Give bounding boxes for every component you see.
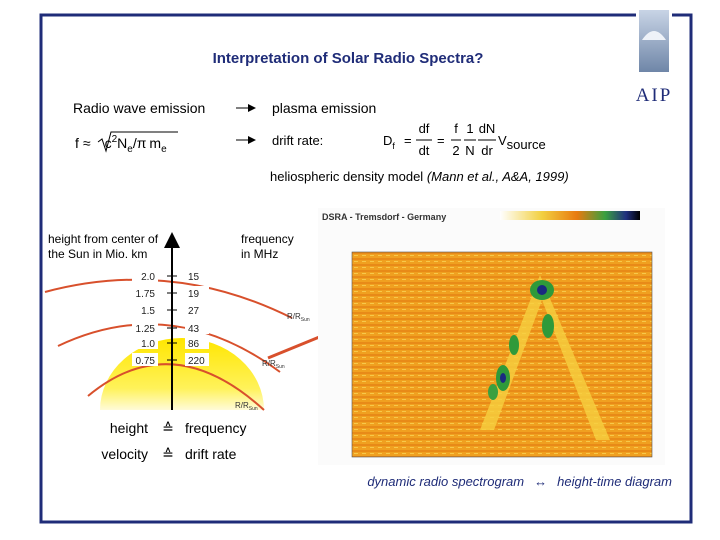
height-value: 1.0 — [141, 339, 155, 350]
height-arc — [57, 323, 281, 373]
height-value: 1.75 — [136, 289, 156, 300]
scale-rows: 2.0 15 1.75 19 1.5 27 1.25 43 1.0 86 0.75 220 — [132, 269, 209, 367]
frequency-value: 15 — [188, 272, 200, 283]
radius-text: R/R — [262, 359, 276, 368]
height-value: 1.5 — [141, 306, 155, 317]
burst-core — [537, 285, 547, 295]
label-backdrop — [132, 286, 158, 299]
label-backdrop — [132, 353, 158, 366]
drift-label: drift rate: — [272, 133, 323, 148]
radius-text: R/R — [287, 312, 301, 321]
frequency-value: 27 — [188, 306, 200, 317]
label-backdrop — [132, 269, 158, 282]
label-backdrop — [185, 269, 209, 282]
formula-part: dN — [479, 121, 496, 136]
label-backdrop — [185, 303, 209, 316]
frequency-label: in MHz — [241, 247, 278, 261]
formula-part: f — [454, 121, 458, 136]
logo-text: AIP — [636, 85, 673, 106]
slide-title: Interpretation of Solar Radio Spectra? — [213, 50, 484, 67]
frequency-value: 19 — [188, 289, 200, 300]
burst-streak — [480, 275, 610, 440]
sqrt-sign — [97, 131, 178, 153]
height-label: height from center of — [48, 232, 159, 246]
emission-label: Radio wave emission — [73, 100, 205, 116]
height-value: 0.75 — [136, 356, 156, 367]
corr-left: velocity — [101, 446, 148, 462]
formula-part: df — [419, 121, 430, 136]
height-arc — [44, 278, 293, 319]
frequency-value: 43 — [188, 324, 200, 335]
label-backdrop — [185, 321, 209, 334]
formula-part: Df — [383, 133, 395, 151]
formula-part: 2 — [452, 143, 459, 158]
radius-label: R/RSun — [262, 359, 285, 370]
spectrogram-plot — [351, 251, 653, 458]
drift-formula: Df = df dt = f 2 1 N dN dr Vsource — [383, 121, 546, 158]
correspondence: height ≙ frequency velocity ≙ drift rate — [101, 420, 246, 463]
label-backdrop — [132, 336, 158, 349]
radius-sub: Sun — [301, 317, 310, 323]
formula-part: N — [465, 143, 474, 158]
corr-symbol: ≙ — [162, 447, 174, 463]
radius-sub: Sun — [249, 406, 258, 412]
radius-label: R/RSun — [287, 312, 310, 323]
burst-core — [500, 373, 506, 383]
height-value: 2.0 — [141, 272, 155, 283]
formula-part: 1 — [466, 121, 473, 136]
corr-left: height — [110, 420, 148, 436]
label-backdrop — [185, 336, 209, 349]
formula-part: = — [404, 133, 412, 148]
caption: dynamic radio spectrogram ↔ height-time di… — [367, 474, 672, 489]
colorbar — [500, 211, 640, 220]
burst-blob — [542, 314, 554, 338]
radius-sub: Sun — [276, 364, 285, 370]
station-label: DSRA - Tremsdorf - Germany — [322, 212, 446, 222]
radius-text: R/R — [235, 401, 249, 410]
corr-right: frequency — [185, 420, 246, 436]
corr-right: drift rate — [185, 446, 237, 462]
height-value: 1.25 — [136, 324, 156, 335]
frequency-value: 86 — [188, 339, 200, 350]
formula-part: Vsource — [498, 133, 546, 152]
logo-image — [639, 10, 669, 72]
burst-blob — [488, 384, 498, 400]
corr-symbol: ≙ — [162, 421, 174, 437]
density-model: heliospheric density model (Mann et al.,… — [270, 169, 569, 184]
logo-dome — [642, 31, 666, 40]
formula-part: = — [437, 133, 445, 148]
radius-label: R/RSun — [235, 401, 258, 412]
emission-result: plasma emission — [272, 100, 376, 116]
frequency-value: 220 — [188, 356, 205, 367]
burst-blob — [509, 335, 519, 355]
height-arc — [87, 363, 265, 411]
label-backdrop — [132, 321, 158, 334]
frequency-label: frequency — [241, 232, 294, 246]
label-backdrop — [185, 353, 209, 366]
label-backdrop — [185, 286, 209, 299]
label-backdrop — [132, 303, 158, 316]
formula-part: dt — [419, 143, 430, 158]
height-label: the Sun in Mio. km — [48, 247, 147, 261]
formula-part: dr — [481, 143, 493, 158]
